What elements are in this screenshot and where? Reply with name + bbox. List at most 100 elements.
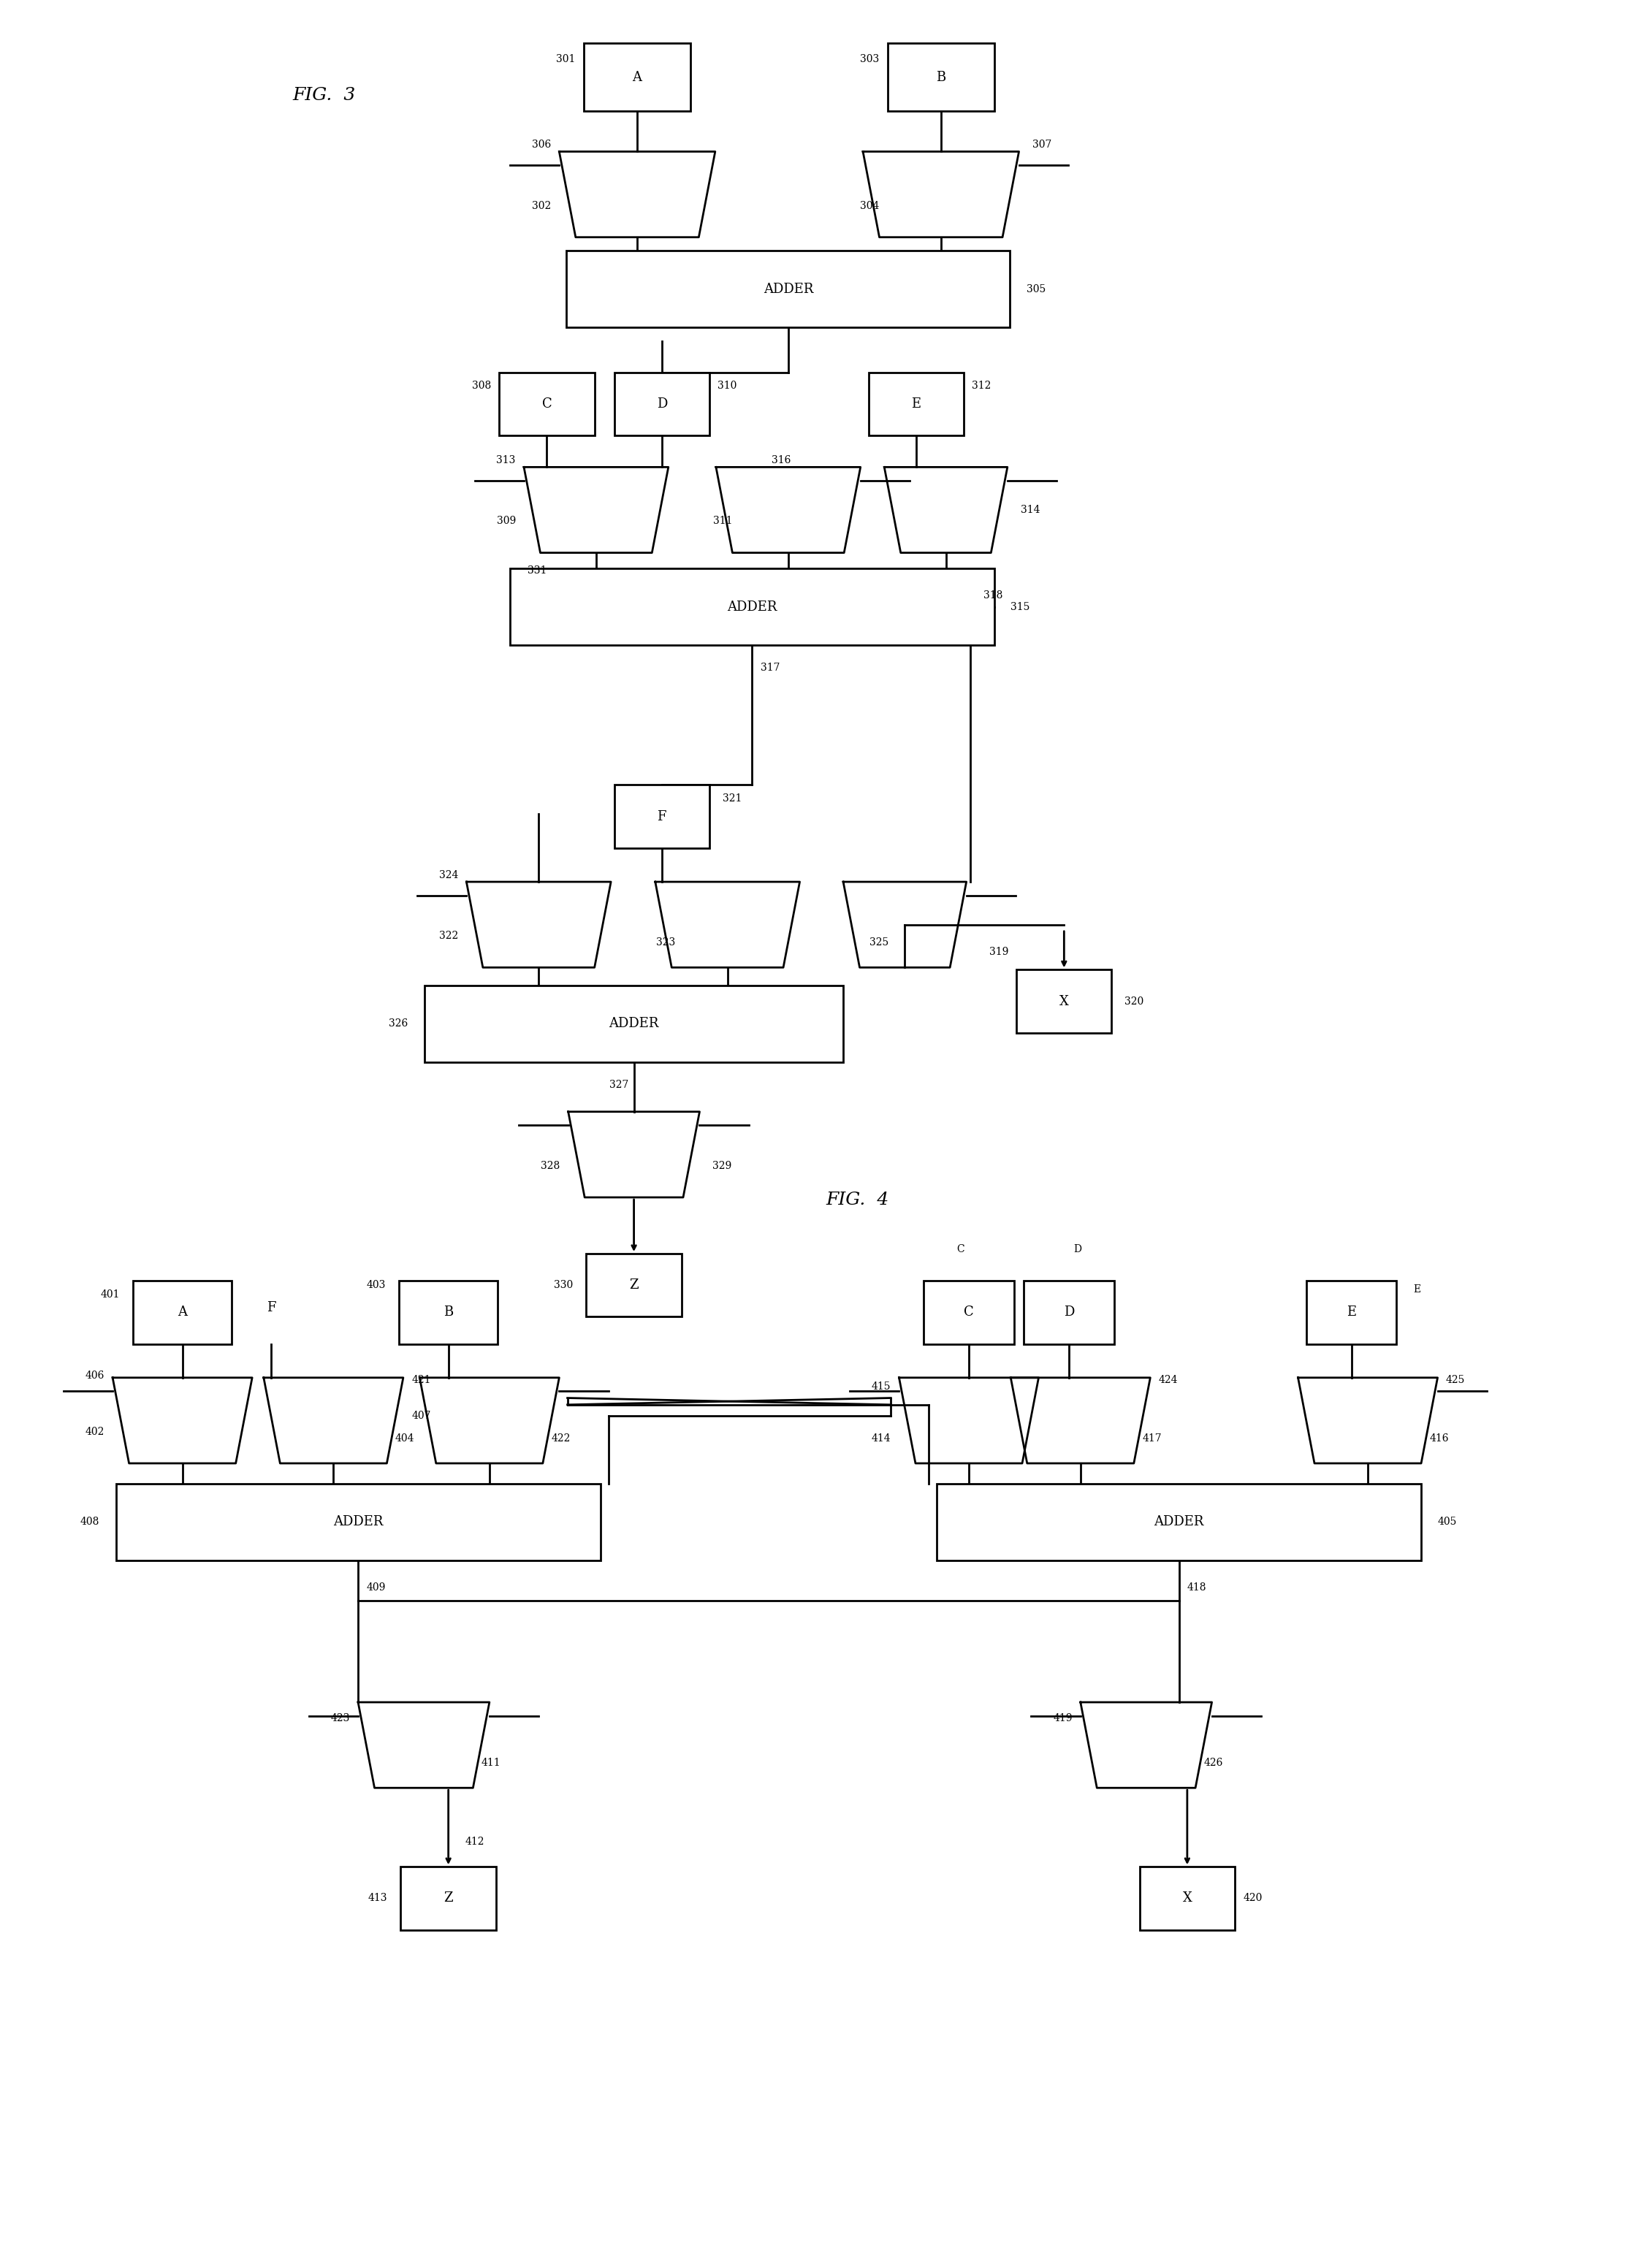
Text: 415: 415 [872, 1381, 890, 1392]
Text: 414: 414 [871, 1433, 890, 1444]
Text: 305: 305 [1026, 283, 1046, 294]
Text: Z: Z [629, 1279, 639, 1293]
Text: 320: 320 [1125, 996, 1143, 1007]
Polygon shape [264, 1379, 403, 1463]
Text: ADDER: ADDER [334, 1515, 383, 1528]
Text: 312: 312 [971, 380, 991, 392]
FancyBboxPatch shape [615, 786, 709, 849]
Text: 420: 420 [1242, 1893, 1262, 1904]
Text: 418: 418 [1188, 1583, 1206, 1592]
Polygon shape [843, 881, 966, 967]
Polygon shape [862, 152, 1019, 238]
Text: F: F [266, 1302, 276, 1315]
Text: A: A [178, 1306, 187, 1320]
FancyBboxPatch shape [1016, 969, 1112, 1032]
Text: B: B [443, 1306, 453, 1320]
FancyBboxPatch shape [499, 374, 595, 435]
FancyBboxPatch shape [887, 43, 995, 111]
Text: 405: 405 [1437, 1517, 1457, 1526]
Text: F: F [657, 811, 666, 824]
Text: 404: 404 [395, 1433, 415, 1444]
Text: A: A [633, 70, 643, 84]
Text: 422: 422 [552, 1433, 570, 1444]
Text: 407: 407 [411, 1410, 431, 1422]
FancyBboxPatch shape [1140, 1868, 1234, 1929]
Text: 411: 411 [481, 1757, 501, 1768]
FancyBboxPatch shape [937, 1483, 1421, 1560]
Text: 401: 401 [101, 1288, 121, 1300]
Text: 302: 302 [532, 201, 552, 211]
Polygon shape [420, 1379, 558, 1463]
Text: E: E [1412, 1284, 1421, 1295]
Text: 322: 322 [439, 931, 458, 942]
Text: 308: 308 [472, 380, 491, 392]
Text: 323: 323 [656, 937, 676, 949]
FancyBboxPatch shape [425, 985, 843, 1062]
FancyBboxPatch shape [510, 568, 995, 645]
Text: 328: 328 [540, 1161, 560, 1170]
Text: 325: 325 [869, 937, 889, 949]
FancyBboxPatch shape [583, 43, 691, 111]
Text: 425: 425 [1446, 1374, 1465, 1386]
Polygon shape [558, 152, 715, 238]
Text: C: C [963, 1306, 975, 1320]
Text: X: X [1059, 994, 1069, 1007]
Text: 417: 417 [1142, 1433, 1161, 1444]
Text: X: X [1183, 1893, 1191, 1904]
Text: B: B [937, 70, 947, 84]
Text: 317: 317 [760, 663, 780, 672]
Text: 310: 310 [717, 380, 737, 392]
Polygon shape [524, 466, 669, 552]
Text: 423: 423 [330, 1714, 350, 1723]
Text: 330: 330 [553, 1279, 573, 1290]
Text: 307: 307 [1032, 140, 1051, 149]
Text: 327: 327 [610, 1080, 628, 1089]
Text: 319: 319 [990, 946, 1008, 958]
Text: Z: Z [444, 1893, 453, 1904]
Text: C: C [542, 398, 552, 410]
Text: 331: 331 [527, 566, 547, 575]
Text: 326: 326 [388, 1019, 408, 1028]
Text: FIG.  4: FIG. 4 [826, 1191, 889, 1209]
Text: 406: 406 [86, 1370, 104, 1381]
Text: 316: 316 [771, 455, 791, 466]
Text: 314: 314 [1021, 505, 1039, 514]
Text: 306: 306 [532, 140, 552, 149]
Text: ADDER: ADDER [763, 283, 813, 297]
Polygon shape [884, 466, 1008, 552]
Polygon shape [656, 881, 800, 967]
Text: 413: 413 [368, 1893, 388, 1904]
Text: 311: 311 [714, 516, 732, 525]
Text: D: D [1074, 1245, 1080, 1254]
Text: D: D [1064, 1306, 1074, 1320]
FancyBboxPatch shape [567, 251, 1009, 328]
FancyBboxPatch shape [116, 1483, 600, 1560]
Text: 426: 426 [1204, 1757, 1222, 1768]
Text: 412: 412 [464, 1836, 484, 1847]
Polygon shape [899, 1379, 1039, 1463]
Polygon shape [568, 1112, 699, 1198]
Text: C: C [957, 1245, 965, 1254]
Polygon shape [715, 466, 861, 552]
Polygon shape [466, 881, 611, 967]
Text: 408: 408 [81, 1517, 99, 1526]
Text: 424: 424 [1158, 1374, 1178, 1386]
Polygon shape [1011, 1379, 1150, 1463]
FancyBboxPatch shape [401, 1868, 496, 1929]
FancyBboxPatch shape [586, 1254, 682, 1318]
FancyBboxPatch shape [1024, 1281, 1113, 1345]
Text: 409: 409 [367, 1583, 385, 1592]
FancyBboxPatch shape [615, 374, 709, 435]
Text: 416: 416 [1429, 1433, 1449, 1444]
Text: E: E [912, 398, 922, 410]
Text: E: E [1346, 1306, 1356, 1320]
Text: 301: 301 [557, 54, 575, 63]
Text: 318: 318 [983, 591, 1003, 600]
Text: 321: 321 [722, 792, 742, 804]
Polygon shape [358, 1703, 489, 1789]
FancyBboxPatch shape [134, 1281, 231, 1345]
Polygon shape [1080, 1703, 1213, 1789]
Text: ADDER: ADDER [727, 600, 776, 614]
Text: FIG.  3: FIG. 3 [292, 86, 355, 104]
Text: 402: 402 [86, 1426, 104, 1438]
